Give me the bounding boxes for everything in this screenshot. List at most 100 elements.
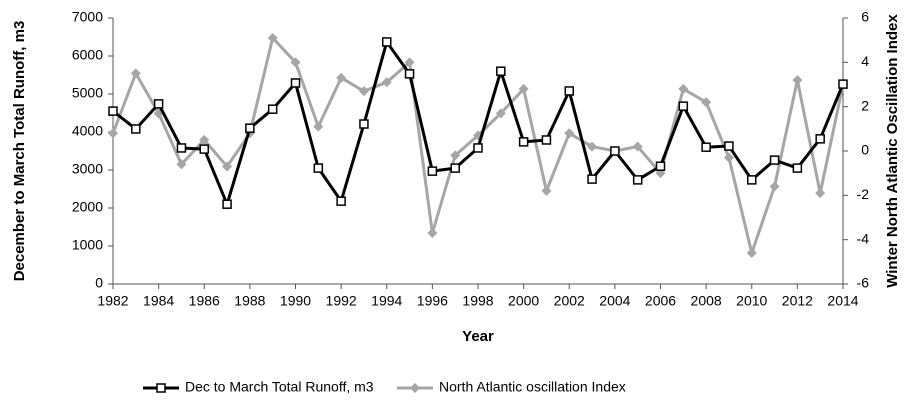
marker xyxy=(518,83,529,94)
marker xyxy=(723,152,734,163)
x-tick-label: 1992 xyxy=(326,293,357,309)
x-tick-label: 1984 xyxy=(143,293,174,309)
x-tick-label: 1988 xyxy=(234,293,265,309)
marker xyxy=(427,228,438,239)
marker xyxy=(678,101,689,111)
marker xyxy=(450,150,461,161)
marker xyxy=(404,57,415,68)
marker xyxy=(290,57,301,68)
marker xyxy=(564,128,575,139)
marker xyxy=(838,79,848,89)
marker xyxy=(792,75,803,86)
legend-label: North Atlantic oscillation Index xyxy=(439,379,626,395)
marker xyxy=(382,37,392,47)
marker xyxy=(632,175,643,185)
x-tick-label: 1986 xyxy=(189,293,220,309)
x-tick-label: 1982 xyxy=(97,293,128,309)
marker xyxy=(199,134,210,145)
y-tick-label: 6000 xyxy=(72,47,103,63)
marker xyxy=(131,124,141,134)
marker xyxy=(358,86,369,97)
marker xyxy=(518,137,529,147)
marker xyxy=(495,108,506,119)
x-tick-label: 1990 xyxy=(280,293,311,309)
y2-tick-label: -4 xyxy=(857,230,870,246)
legend-marker xyxy=(156,383,166,393)
x-tick-label: 2002 xyxy=(554,293,585,309)
marker xyxy=(724,141,734,151)
marker xyxy=(153,99,164,109)
y-tick-label: 1000 xyxy=(72,237,103,253)
marker xyxy=(496,66,506,76)
marker xyxy=(769,181,780,192)
marker xyxy=(450,163,460,173)
y2-tick-label: 4 xyxy=(861,53,869,69)
marker xyxy=(267,104,278,114)
y-tick-label: 7000 xyxy=(72,9,103,25)
marker xyxy=(336,196,346,206)
marker xyxy=(564,86,574,96)
marker xyxy=(245,123,255,133)
marker xyxy=(130,68,141,79)
y2-tick-label: 0 xyxy=(861,142,869,158)
y2-tick-label: -2 xyxy=(857,186,870,202)
x-tick-label: 2014 xyxy=(827,293,858,309)
marker xyxy=(222,199,232,209)
marker xyxy=(381,77,392,88)
marker xyxy=(678,83,689,94)
marker xyxy=(108,106,118,116)
x-tick-label: 2006 xyxy=(645,293,676,309)
y2-axis-title: Winter North Atlantic Oscillation Index xyxy=(884,14,901,288)
marker xyxy=(176,159,187,170)
y2-tick-label: 6 xyxy=(861,9,869,25)
marker xyxy=(587,174,597,184)
marker xyxy=(404,69,415,79)
y-tick-label: 5000 xyxy=(72,85,103,101)
marker xyxy=(359,119,369,129)
y2-tick-label: 2 xyxy=(861,97,869,113)
y-tick-label: 3000 xyxy=(72,161,103,177)
x-tick-label: 2012 xyxy=(782,293,813,309)
marker xyxy=(427,166,438,176)
marker xyxy=(701,97,712,108)
marker xyxy=(290,78,301,88)
marker xyxy=(541,135,552,145)
marker xyxy=(815,188,826,199)
x-tick-label: 2004 xyxy=(599,293,630,309)
y-tick-label: 2000 xyxy=(72,199,103,215)
marker xyxy=(610,146,620,156)
legend-label: Dec to March Total Runoff, m3 xyxy=(185,379,374,395)
marker xyxy=(587,141,598,152)
marker xyxy=(222,161,233,172)
marker xyxy=(313,121,324,132)
legend-marker xyxy=(410,383,420,393)
y-axis-title: December to March Total Runoff, m3 xyxy=(11,21,28,282)
x-axis-title: Year xyxy=(462,328,494,345)
x-tick-label: 1994 xyxy=(371,293,402,309)
marker xyxy=(655,161,666,171)
marker xyxy=(769,155,780,165)
marker xyxy=(336,72,347,83)
x-tick-label: 2008 xyxy=(691,293,722,309)
marker xyxy=(541,185,552,196)
marker xyxy=(267,32,278,43)
marker xyxy=(313,163,324,173)
marker xyxy=(199,144,209,154)
marker xyxy=(747,175,757,185)
y2-tick-label: -6 xyxy=(857,275,870,291)
marker xyxy=(108,128,118,139)
marker xyxy=(701,142,711,152)
marker xyxy=(176,143,187,153)
x-tick-label: 1998 xyxy=(462,293,493,309)
marker xyxy=(632,141,643,152)
marker xyxy=(815,134,825,144)
x-tick-label: 2000 xyxy=(508,293,539,309)
y-tick-label: 0 xyxy=(95,275,103,291)
marker xyxy=(792,163,803,173)
y-tick-label: 4000 xyxy=(72,123,103,139)
x-tick-label: 2010 xyxy=(736,293,767,309)
x-tick-label: 1996 xyxy=(417,293,448,309)
marker xyxy=(746,247,757,258)
marker xyxy=(473,143,483,153)
